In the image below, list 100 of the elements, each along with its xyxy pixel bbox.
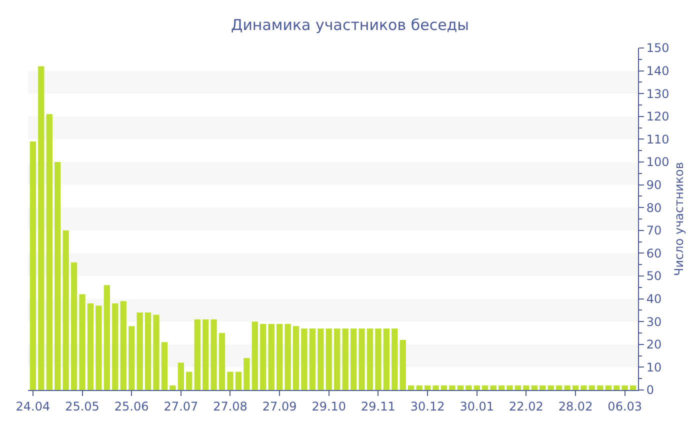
bar xyxy=(218,333,226,390)
bar xyxy=(622,385,628,390)
bar xyxy=(416,385,422,390)
bar xyxy=(38,66,44,390)
bar xyxy=(120,301,126,390)
bar xyxy=(449,385,456,390)
bar xyxy=(161,342,168,390)
bar xyxy=(392,328,398,390)
bar xyxy=(514,385,522,390)
bar xyxy=(605,385,612,390)
bar xyxy=(580,385,587,390)
bar xyxy=(334,328,340,390)
y-tick-label: 40 xyxy=(646,292,662,306)
bar xyxy=(350,328,357,390)
bar xyxy=(46,114,52,390)
y-tick-label: 100 xyxy=(646,155,670,170)
bar xyxy=(186,372,192,390)
x-tick-label: 30.01 xyxy=(460,399,494,414)
x-tick-label: 28.02 xyxy=(558,399,593,414)
bar xyxy=(366,328,374,390)
bar xyxy=(87,303,94,390)
bar xyxy=(309,328,316,390)
bar xyxy=(178,362,184,390)
bar xyxy=(79,294,86,390)
bar xyxy=(358,328,365,390)
bar xyxy=(202,319,209,390)
y-tick-label: 150 xyxy=(646,41,670,56)
x-tick-label: 30.12 xyxy=(410,399,445,414)
x-tick-label: 25.05 xyxy=(65,399,100,414)
bar xyxy=(523,385,530,390)
x-tick-label: 22.02 xyxy=(509,399,544,414)
bar xyxy=(572,385,579,390)
x-tick-label: 29.10 xyxy=(312,399,346,414)
bar xyxy=(252,322,258,390)
bar xyxy=(268,324,274,390)
bar xyxy=(540,385,546,390)
bar xyxy=(482,385,488,390)
x-tick-label: 06.03 xyxy=(608,399,642,414)
bar xyxy=(383,328,390,390)
y-tick-label: 10 xyxy=(646,360,662,374)
x-tick-label: 24.04 xyxy=(16,399,50,414)
bar xyxy=(54,162,61,390)
x-tick-label: 27.09 xyxy=(262,399,297,414)
y-tick-label: 110 xyxy=(646,132,670,146)
bar xyxy=(170,385,176,390)
bar xyxy=(457,385,464,390)
bar xyxy=(260,324,266,390)
bar xyxy=(301,328,308,390)
bar xyxy=(597,385,604,390)
bar xyxy=(498,385,505,390)
y-tick-label: 70 xyxy=(646,224,662,238)
bar xyxy=(276,324,283,390)
y-tick-label: 0 xyxy=(646,383,654,398)
y-tick-label: 120 xyxy=(646,110,670,124)
y-tick-label: 80 xyxy=(646,200,662,215)
y-tick-label: 50 xyxy=(646,269,662,284)
bar xyxy=(556,385,562,390)
bar xyxy=(531,385,538,390)
bar xyxy=(136,312,143,390)
bar xyxy=(424,385,431,390)
y-tick-label: 60 xyxy=(646,246,662,260)
y-tick-label: 140 xyxy=(646,64,670,78)
bar xyxy=(128,326,135,390)
bar xyxy=(326,328,332,390)
bar xyxy=(506,385,513,390)
y-axis-title: Число участников xyxy=(672,162,686,276)
x-tick-label: 25.06 xyxy=(114,399,149,414)
bar xyxy=(210,319,217,390)
x-tick-label: 27.08 xyxy=(213,399,248,414)
bar xyxy=(375,328,382,390)
bar xyxy=(144,312,152,390)
bar xyxy=(62,230,69,390)
bar xyxy=(284,324,291,390)
bar xyxy=(588,385,596,390)
bar xyxy=(432,385,439,390)
bar xyxy=(70,262,78,390)
bar xyxy=(30,141,36,390)
bar xyxy=(466,385,472,390)
bar xyxy=(292,326,300,390)
bar xyxy=(400,340,406,390)
bar xyxy=(318,328,324,390)
bar xyxy=(153,314,160,390)
y-tick-label: 90 xyxy=(646,178,662,192)
bar xyxy=(244,358,250,390)
bar xyxy=(194,319,200,390)
y-tick-label: 130 xyxy=(646,86,670,101)
bar xyxy=(112,303,118,390)
bar xyxy=(564,385,570,390)
bar xyxy=(227,372,234,390)
x-tick-label: 27.07 xyxy=(164,399,198,414)
bar xyxy=(548,385,554,390)
bar xyxy=(440,385,448,390)
y-tick-label: 30 xyxy=(646,314,662,329)
bar xyxy=(474,385,480,390)
bar xyxy=(96,306,102,390)
x-tick-label: 29.11 xyxy=(361,399,396,414)
bar xyxy=(408,385,414,390)
bar xyxy=(235,372,242,390)
bar xyxy=(104,285,110,390)
bar xyxy=(630,385,636,390)
